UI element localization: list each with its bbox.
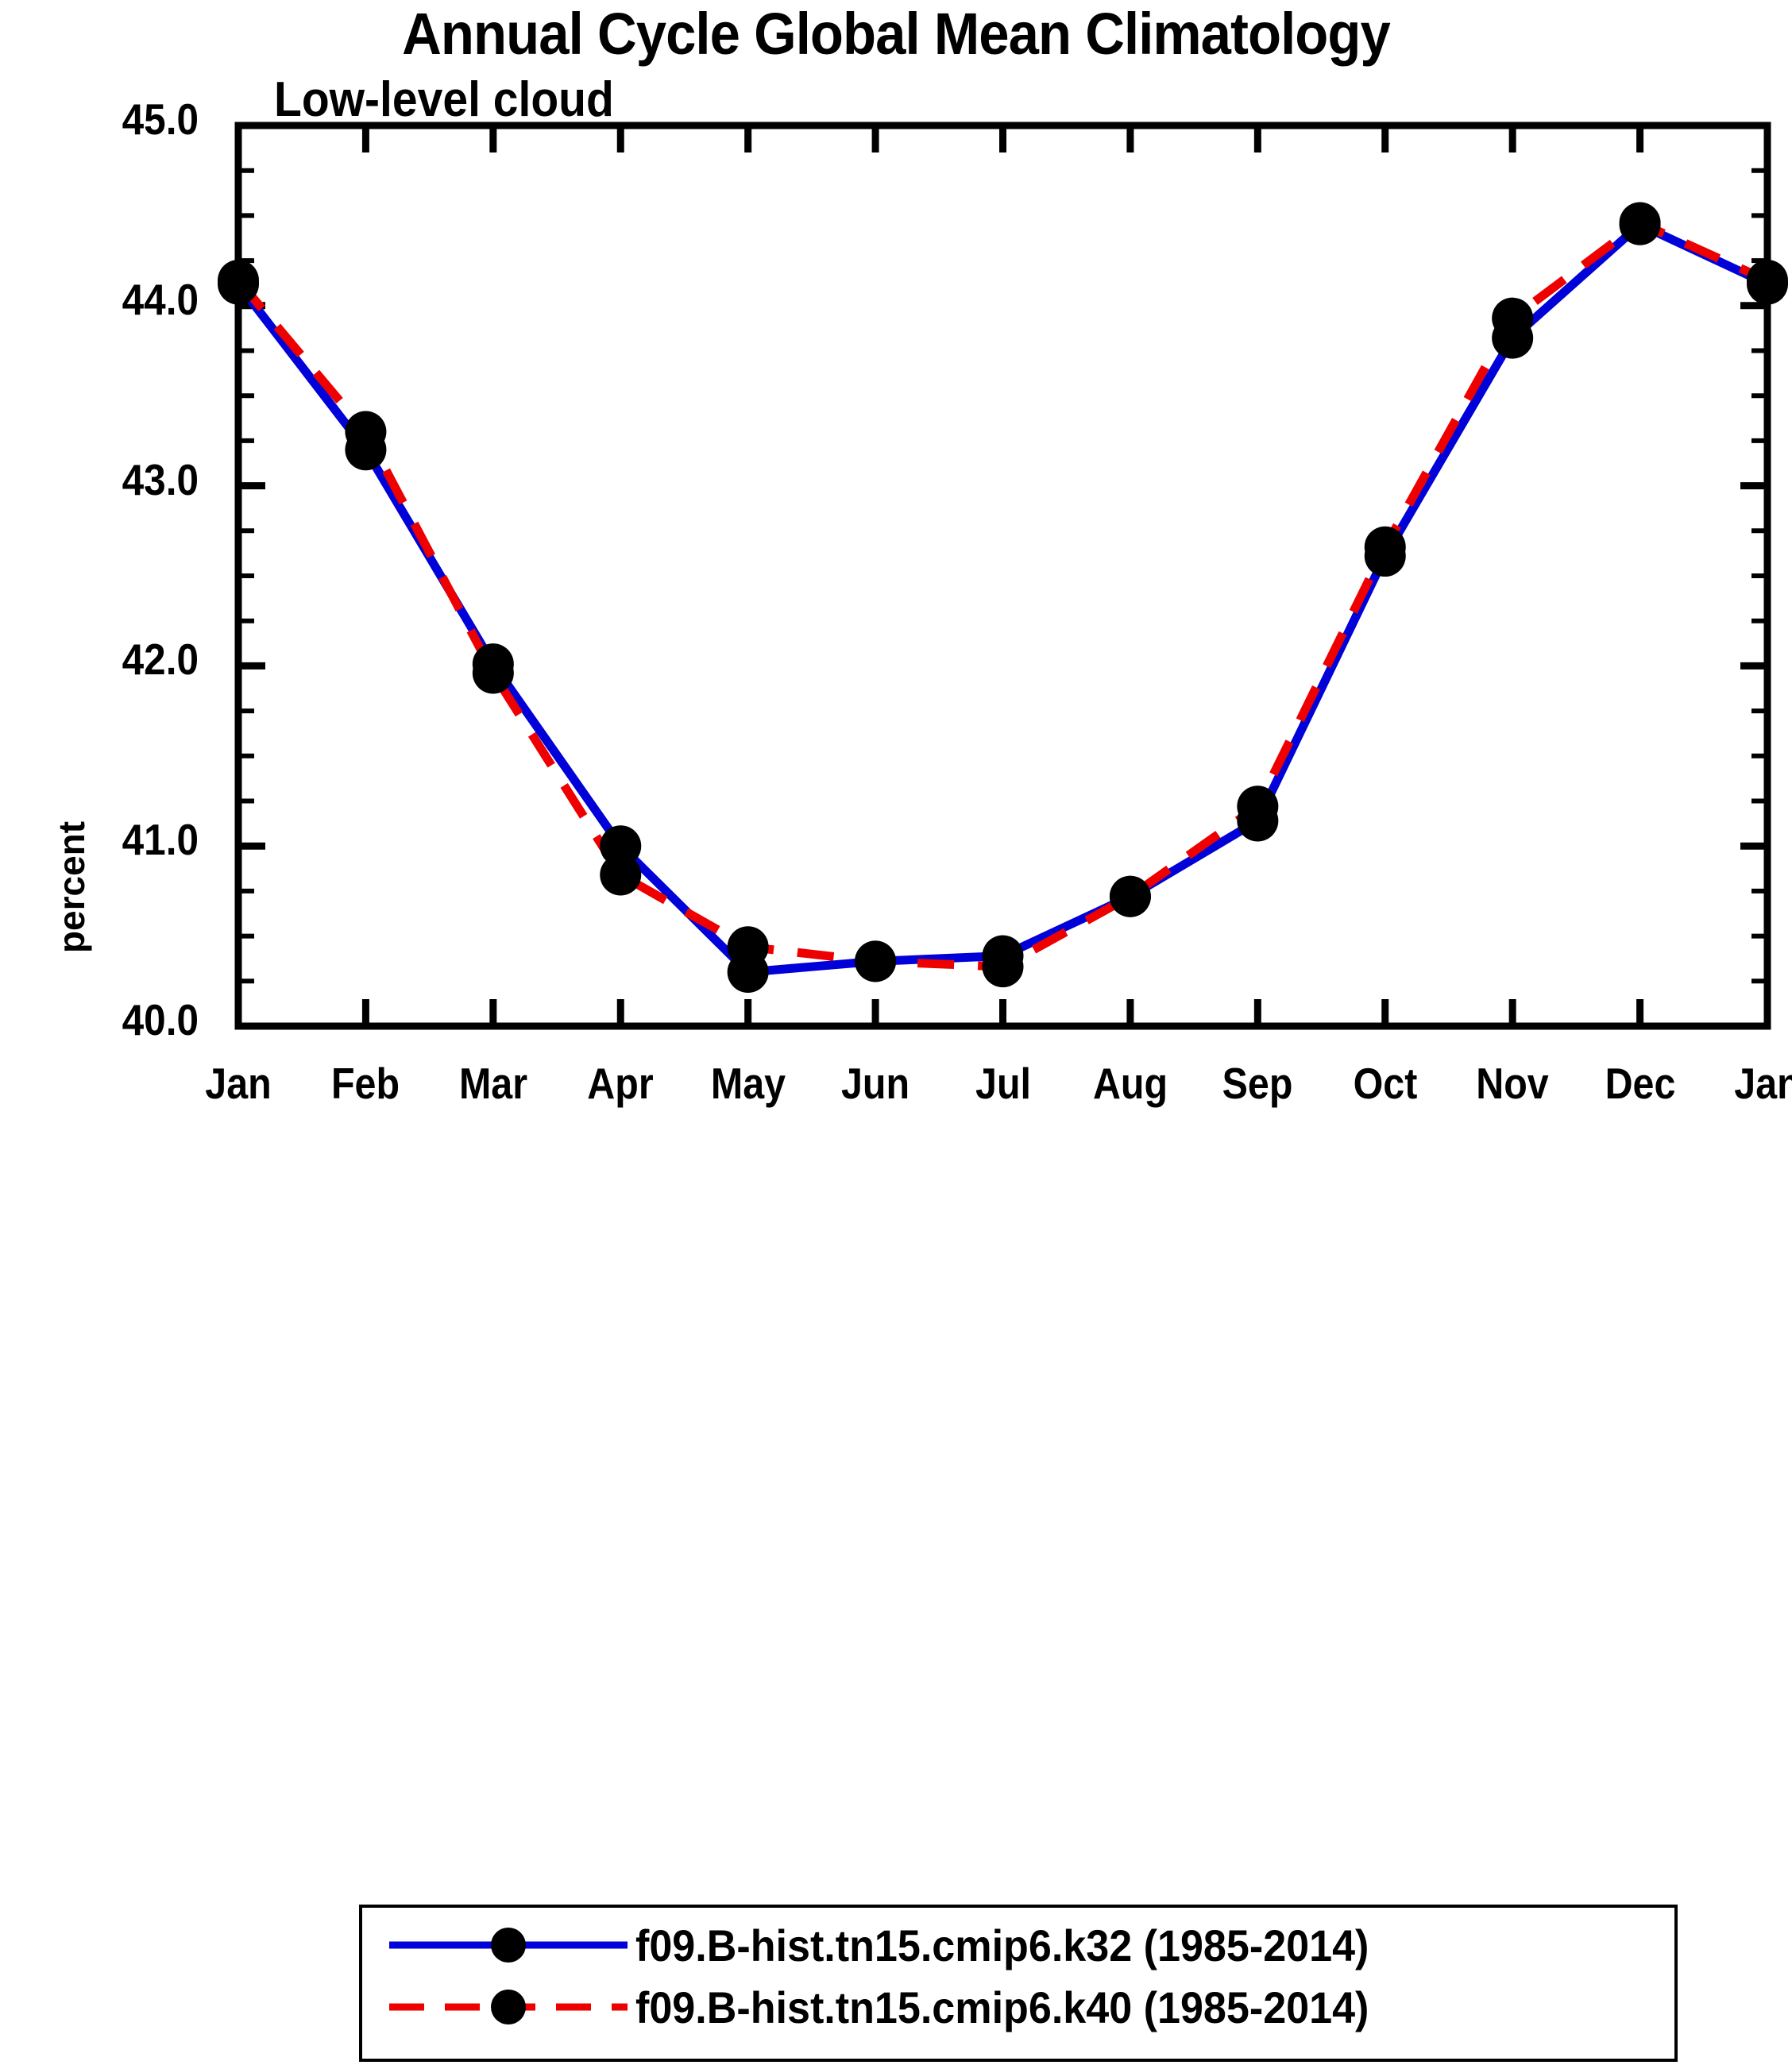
x-tick-label: Feb bbox=[331, 1059, 400, 1108]
x-tick-label: Jan bbox=[205, 1059, 272, 1108]
x-tick-label: Dec bbox=[1605, 1059, 1675, 1108]
chart-subtitle: Low-level cloud bbox=[274, 72, 614, 127]
x-tick-label: Mar bbox=[458, 1059, 527, 1108]
x-tick-label: Nov bbox=[1476, 1059, 1549, 1108]
legend-label-k40: f09.B-hist.tn15.cmip6.k40 (1985-2014) bbox=[635, 1982, 1369, 2032]
y-tick-label: 44.0 bbox=[122, 274, 199, 324]
x-tick-label: Oct bbox=[1353, 1059, 1418, 1108]
x-tick-label: Jul bbox=[975, 1059, 1031, 1108]
legend-label-k32: f09.B-hist.tn15.cmip6.k32 (1985-2014) bbox=[635, 1920, 1369, 1970]
legend-line-dashed-icon bbox=[389, 1990, 628, 2024]
x-tick-label: Jun bbox=[841, 1059, 910, 1108]
legend-sample-k32 bbox=[381, 1921, 635, 1969]
x-tick-label: Aug bbox=[1092, 1059, 1168, 1108]
x-tick-label: May bbox=[710, 1059, 786, 1108]
legend: f09.B-hist.tn15.cmip6.k32 (1985-2014) f0… bbox=[359, 1905, 1678, 2062]
chart-title: Annual Cycle Global Mean Climatology bbox=[402, 1, 1391, 67]
y-tick-label: 45.0 bbox=[122, 95, 199, 144]
y-tick-label: 43.0 bbox=[122, 454, 199, 504]
y-tick-label: 42.0 bbox=[122, 635, 199, 685]
x-tick-label: Jan bbox=[1734, 1059, 1792, 1108]
legend-sample-k40 bbox=[381, 1983, 635, 2031]
legend-entry-k32: f09.B-hist.tn15.cmip6.k32 (1985-2014) bbox=[362, 1916, 1674, 1974]
x-tick-label: Sep bbox=[1222, 1059, 1293, 1108]
legend-entry-k40: f09.B-hist.tn15.cmip6.k40 (1985-2014) bbox=[362, 1978, 1674, 2036]
legend-line-solid-icon bbox=[389, 1928, 628, 1963]
x-tick-label: Apr bbox=[587, 1059, 654, 1108]
y-tick-label: 40.0 bbox=[122, 995, 199, 1044]
y-tick-label: 41.0 bbox=[122, 815, 199, 865]
